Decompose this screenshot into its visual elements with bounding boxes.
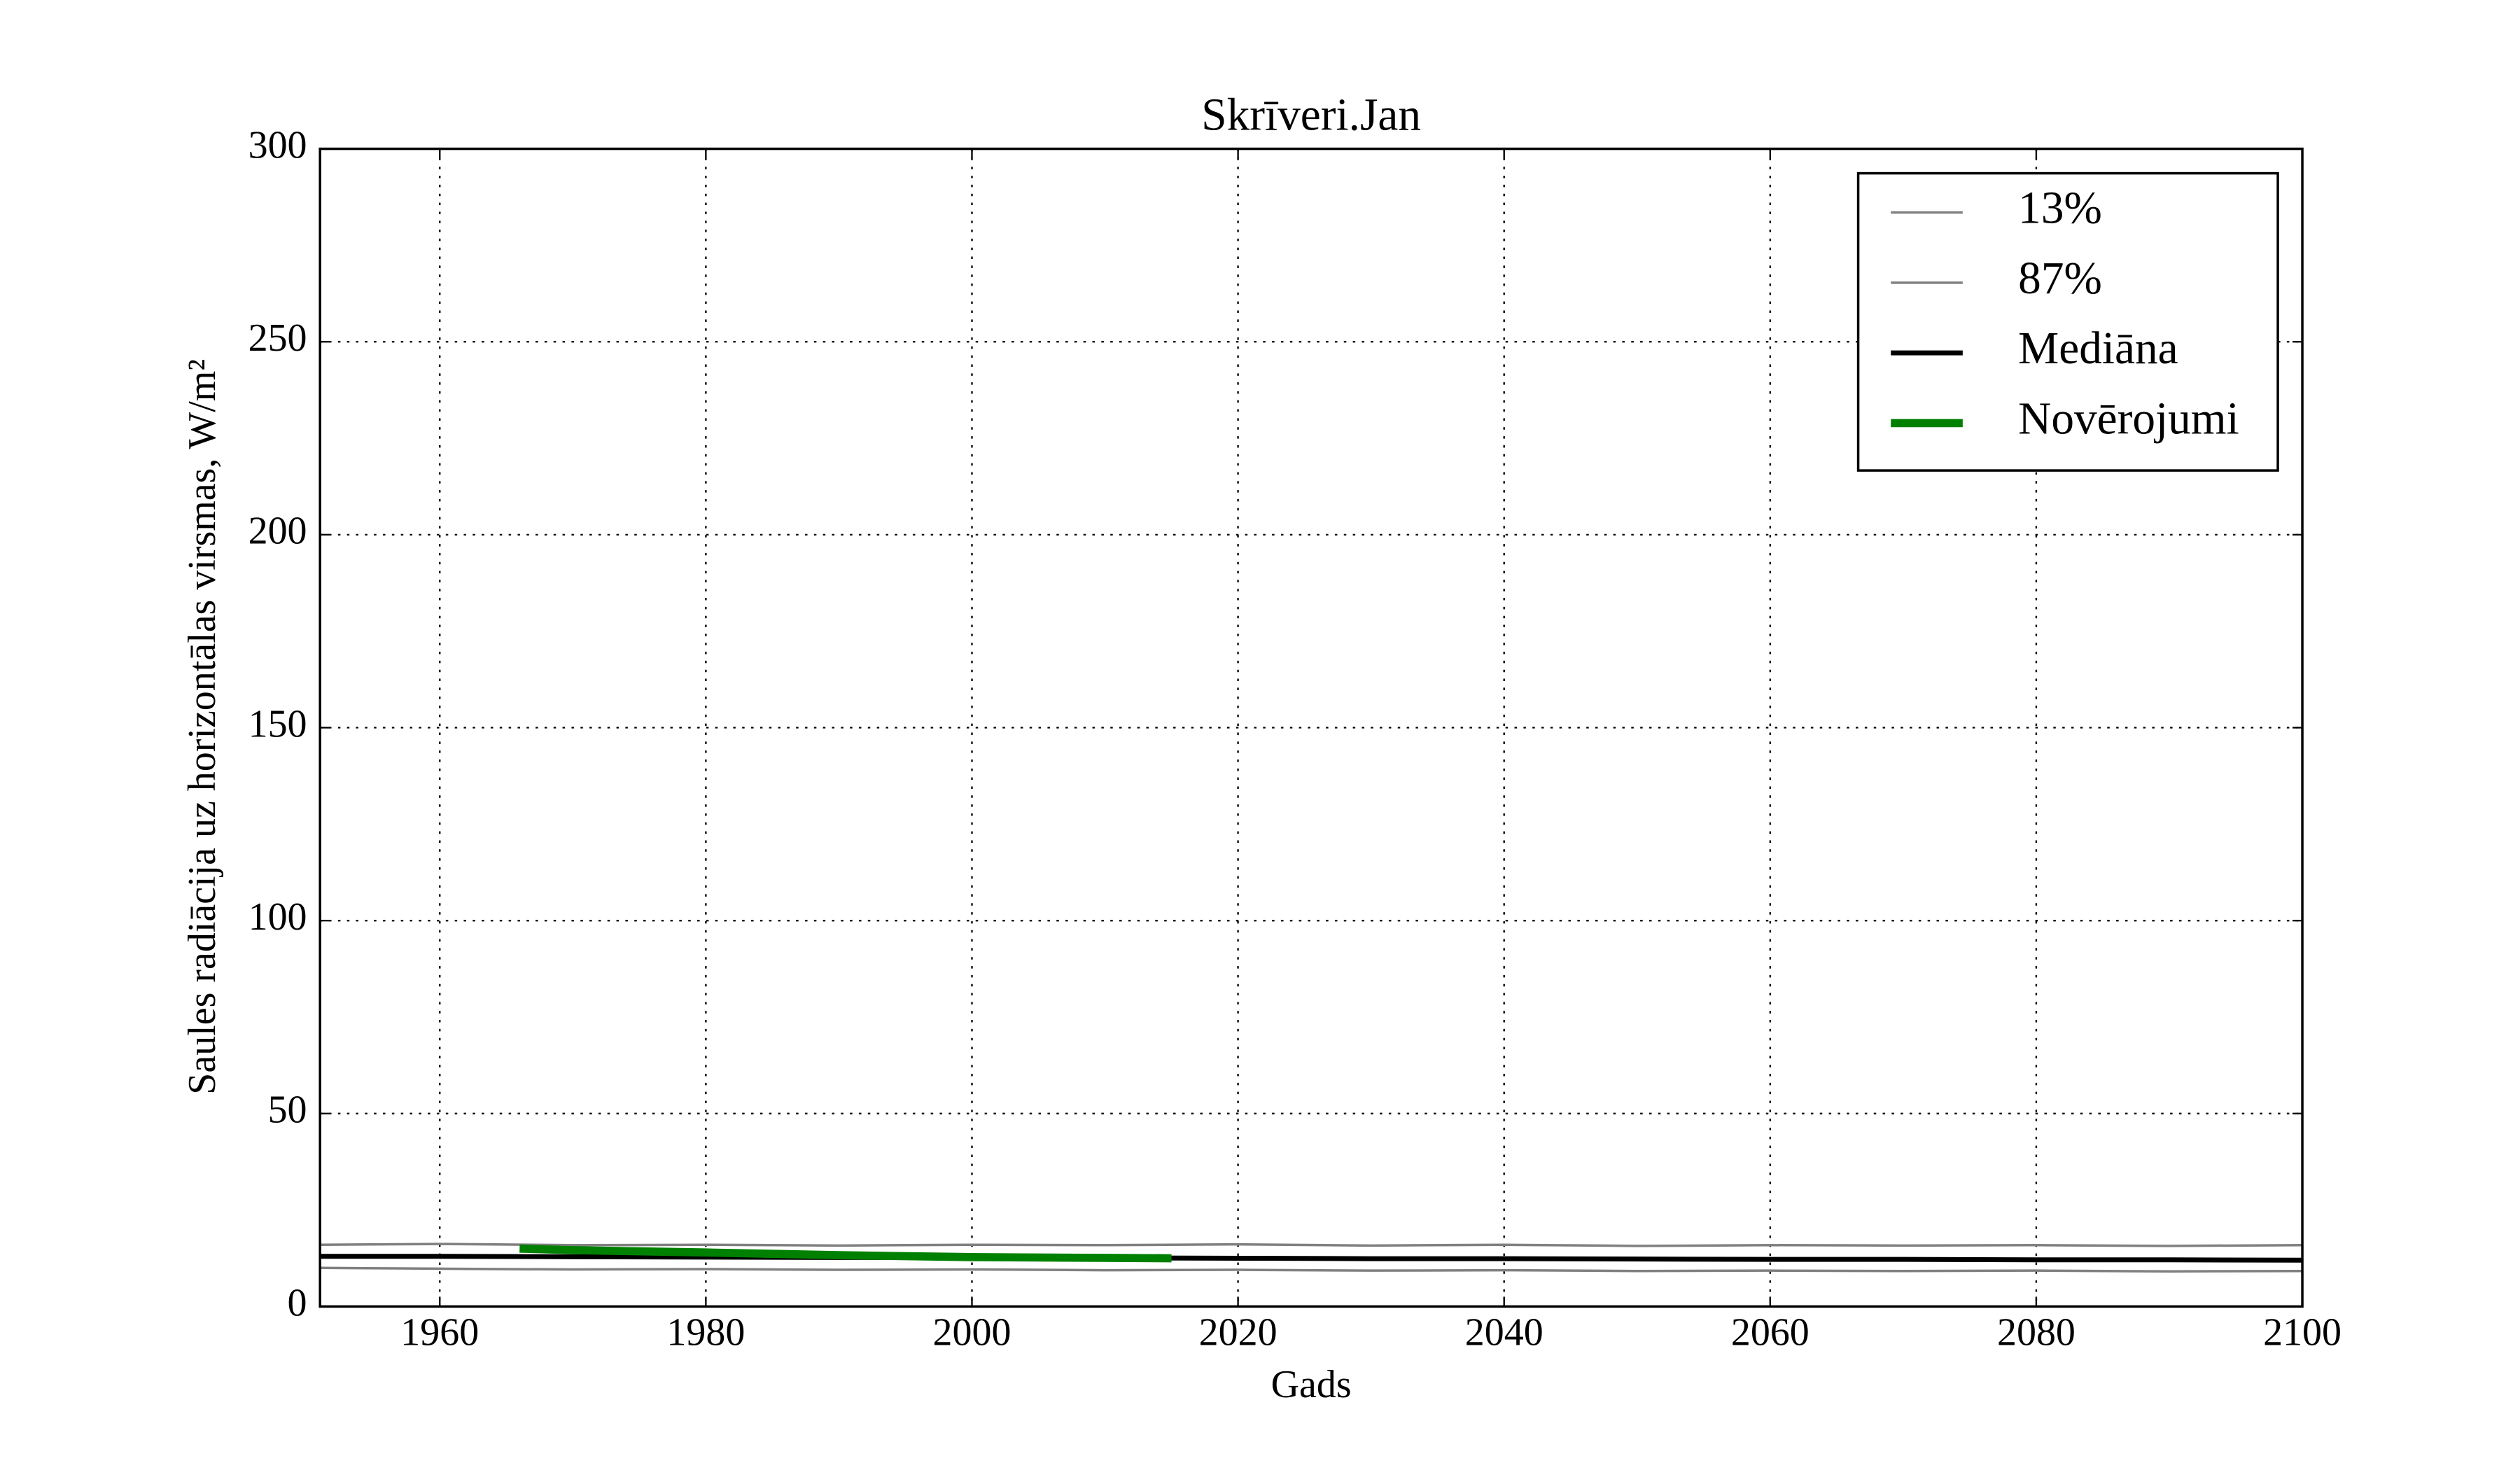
x-tick-label: 2020	[1199, 1310, 1278, 1354]
legend-label: 13%	[2018, 183, 2102, 234]
y-tick-label: 300	[248, 123, 307, 167]
x-axis-label: Gads	[1271, 1363, 1352, 1406]
y-tick-label: 100	[248, 895, 307, 939]
y-tick-label: 200	[248, 510, 307, 553]
x-tick-label: 2080	[1997, 1310, 2076, 1354]
legend: 13% 87% Mediāna Novērojumi	[1856, 172, 2279, 472]
legend-label: 87%	[2018, 253, 2102, 304]
x-tick-label: 2040	[1465, 1310, 1544, 1354]
y-tick-label: 0	[288, 1281, 307, 1324]
x-tick-label: 2060	[1731, 1310, 1809, 1354]
chart-title: Skrīveri.Jan	[1201, 90, 1421, 141]
series-line	[320, 1254, 2303, 1263]
x-tick-label: 1960	[400, 1310, 479, 1354]
y-axis-label: Saules radiācija uz horizontālas virsmas…	[181, 359, 224, 1095]
y-tick-label: 50	[268, 1088, 307, 1132]
y-tick-label: 150	[248, 702, 307, 746]
series-line	[519, 1244, 1172, 1263]
x-tick-label: 2000	[933, 1310, 1011, 1354]
series-line	[320, 1266, 2303, 1273]
plot-frame	[318, 147, 2304, 1308]
x-tick-label: 1980	[666, 1310, 745, 1354]
legend-label: Novērojumi	[2018, 393, 2239, 444]
x-tick-label: 2100	[2263, 1310, 2342, 1354]
y-tick-label: 250	[248, 316, 307, 360]
series-line	[320, 1242, 2303, 1247]
legend-label: Mediāna	[2018, 323, 2178, 374]
